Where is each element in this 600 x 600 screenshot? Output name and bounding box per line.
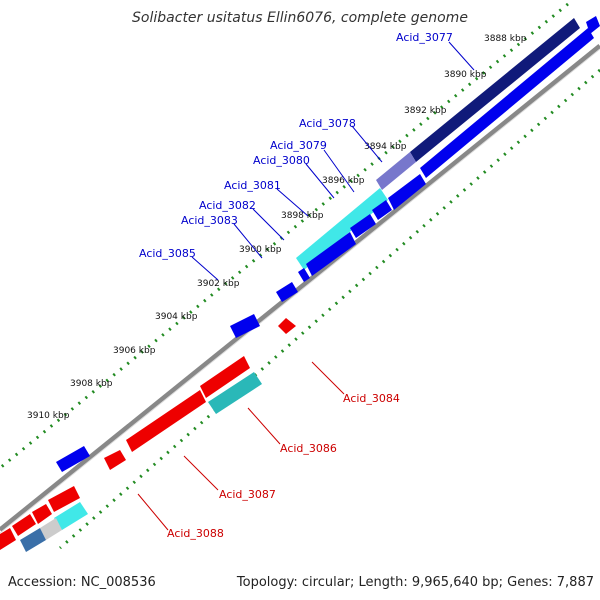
gene-acid-3086[interactable] bbox=[208, 372, 262, 414]
forward-features bbox=[56, 16, 600, 472]
label-acid-3080[interactable]: Acid_3080 bbox=[253, 154, 310, 167]
forward-gene-labels: Acid_3077 Acid_3078 Acid_3079 Acid_3080 … bbox=[139, 31, 453, 260]
label-acid-3082[interactable]: Acid_3082 bbox=[199, 199, 256, 212]
gene-grey[interactable] bbox=[40, 518, 62, 540]
label-acid-3086[interactable]: Acid_3086 bbox=[280, 442, 337, 455]
tick-3890: 3890 kbp bbox=[444, 70, 487, 80]
gene-acid-3083-tip[interactable] bbox=[298, 268, 310, 282]
forward-label-lines bbox=[191, 41, 475, 281]
topology-summary: Topology: circular; Length: 9,965,640 bp… bbox=[236, 575, 594, 590]
accession-text: Accession: NC_008536 bbox=[8, 575, 156, 590]
label-acid-3085[interactable]: Acid_3085 bbox=[139, 247, 196, 260]
tick-3898: 3898 kbp bbox=[281, 211, 324, 221]
label-acid-3078[interactable]: Acid_3078 bbox=[299, 117, 356, 130]
tick-3908: 3908 kbp bbox=[70, 379, 113, 389]
gene-acid-3079-3082[interactable] bbox=[296, 188, 388, 270]
tick-labels: 3888 kbp 3890 kbp 3892 kbp 3894 kbp 3896… bbox=[27, 34, 527, 421]
gene-acid-3087b[interactable] bbox=[104, 450, 126, 470]
label-acid-3084[interactable]: Acid_3084 bbox=[343, 392, 400, 405]
label-acid-3088[interactable]: Acid_3088 bbox=[167, 527, 224, 540]
tick-3888: 3888 kbp bbox=[484, 34, 527, 44]
backbone-highlight bbox=[0, 48, 600, 534]
gene-acid-3087[interactable] bbox=[126, 390, 206, 452]
tick-3902: 3902 kbp bbox=[197, 279, 240, 289]
map-title: Solibacter usitatus Ellin6076, complete … bbox=[132, 10, 468, 26]
gene-forward-lower[interactable] bbox=[56, 446, 90, 472]
tick-3906: 3906 kbp bbox=[113, 346, 156, 356]
label-acid-3087[interactable]: Acid_3087 bbox=[219, 488, 276, 501]
label-acid-3083[interactable]: Acid_3083 bbox=[181, 214, 238, 227]
gene-acid-3088[interactable] bbox=[48, 486, 80, 512]
tick-3900: 3900 kbp bbox=[239, 245, 282, 255]
gene-acid-3086-rev[interactable] bbox=[200, 356, 250, 398]
tick-3910: 3910 kbp bbox=[27, 411, 70, 421]
reverse-label-lines bbox=[137, 361, 345, 531]
gene-acid-3088d[interactable] bbox=[0, 528, 16, 550]
gene-acid-3083[interactable] bbox=[306, 232, 356, 276]
reverse-gene-labels: Acid_3084 Acid_3086 Acid_3087 Acid_3088 bbox=[167, 392, 400, 540]
gene-acid-3085[interactable] bbox=[276, 282, 298, 302]
tick-3896: 3896 kbp bbox=[322, 176, 365, 186]
gene-acid-3077[interactable] bbox=[410, 18, 580, 162]
tick-3904: 3904 kbp bbox=[155, 312, 198, 322]
tick-3892: 3892 kbp bbox=[404, 106, 447, 116]
gene-steel[interactable] bbox=[20, 528, 46, 552]
label-acid-3081[interactable]: Acid_3081 bbox=[224, 179, 281, 192]
gene-acid-3085b[interactable] bbox=[230, 314, 260, 338]
gene-acid-3082[interactable] bbox=[350, 214, 376, 238]
inner-dotted-ring bbox=[59, 68, 600, 550]
gene-acid-3081[interactable] bbox=[372, 200, 392, 220]
gene-acid-3080[interactable] bbox=[388, 174, 426, 210]
tick-3894: 3894 kbp bbox=[364, 142, 407, 152]
gene-acid-3077-tip[interactable] bbox=[586, 16, 600, 34]
gene-acid-3077-forward[interactable] bbox=[420, 28, 594, 178]
backbone-ring bbox=[0, 44, 600, 532]
gene-acid-3088-cyan[interactable] bbox=[54, 502, 88, 530]
label-acid-3079[interactable]: Acid_3079 bbox=[270, 139, 327, 152]
gene-acid-3088c[interactable] bbox=[12, 514, 36, 536]
label-acid-3077[interactable]: Acid_3077 bbox=[396, 31, 453, 44]
reverse-features bbox=[0, 318, 296, 552]
gene-acid-3078[interactable] bbox=[376, 152, 416, 190]
gene-acid-3084[interactable] bbox=[278, 318, 296, 334]
gene-acid-3088b[interactable] bbox=[32, 504, 52, 524]
